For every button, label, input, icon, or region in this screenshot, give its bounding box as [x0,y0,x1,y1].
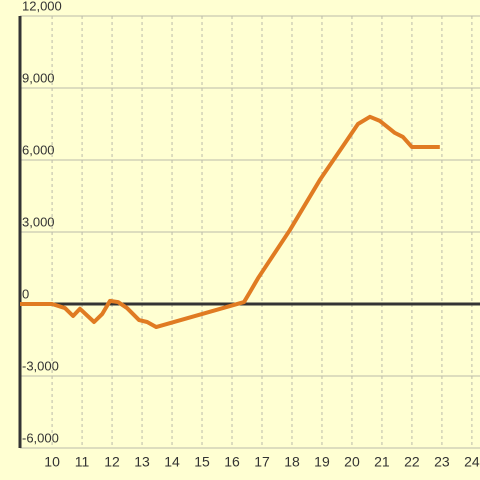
x-tick-label: 16 [224,454,240,470]
x-tick-label: 12 [104,454,120,470]
x-tick-label: 14 [164,454,180,470]
x-tick-label: 17 [254,454,270,470]
y-tick-label: 0 [22,286,29,301]
y-tick-label: -6,000 [22,430,59,445]
data-line [20,114,440,330]
x-tick-label: 19 [314,454,330,470]
y-tick-label: -3,000 [22,358,59,373]
x-tick-label: 15 [194,454,210,470]
x-tick-label: 20 [344,454,360,470]
x-tick-label: 10 [44,454,60,470]
y-tick-label: 9,000 [22,70,55,85]
y-tick-label: 6,000 [22,142,55,157]
x-tick-label: 21 [374,454,390,470]
x-tick-label: 24 [464,454,480,470]
x-tick-label: 18 [284,454,300,470]
y-tick-label: 12,000 [22,0,62,13]
x-tick-label: 23 [434,454,450,470]
x-tick-label: 13 [134,454,150,470]
y-tick-label: 3,000 [22,214,55,229]
x-tick-label: 11 [75,454,90,470]
x-tick-label: 22 [404,454,420,470]
